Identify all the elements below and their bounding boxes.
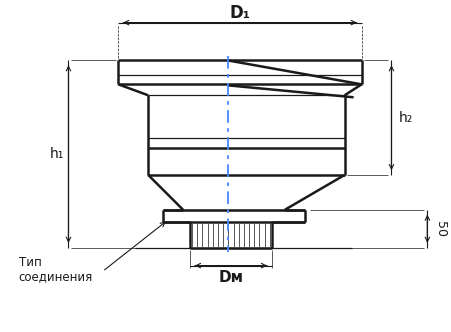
Text: h₂: h₂ [397,111,412,125]
Text: D₁: D₁ [229,4,250,22]
Text: h₁: h₁ [49,147,64,161]
Text: 50: 50 [433,221,446,237]
Text: Dм: Dм [218,270,243,285]
Text: Тип
соединения: Тип соединения [18,256,93,284]
